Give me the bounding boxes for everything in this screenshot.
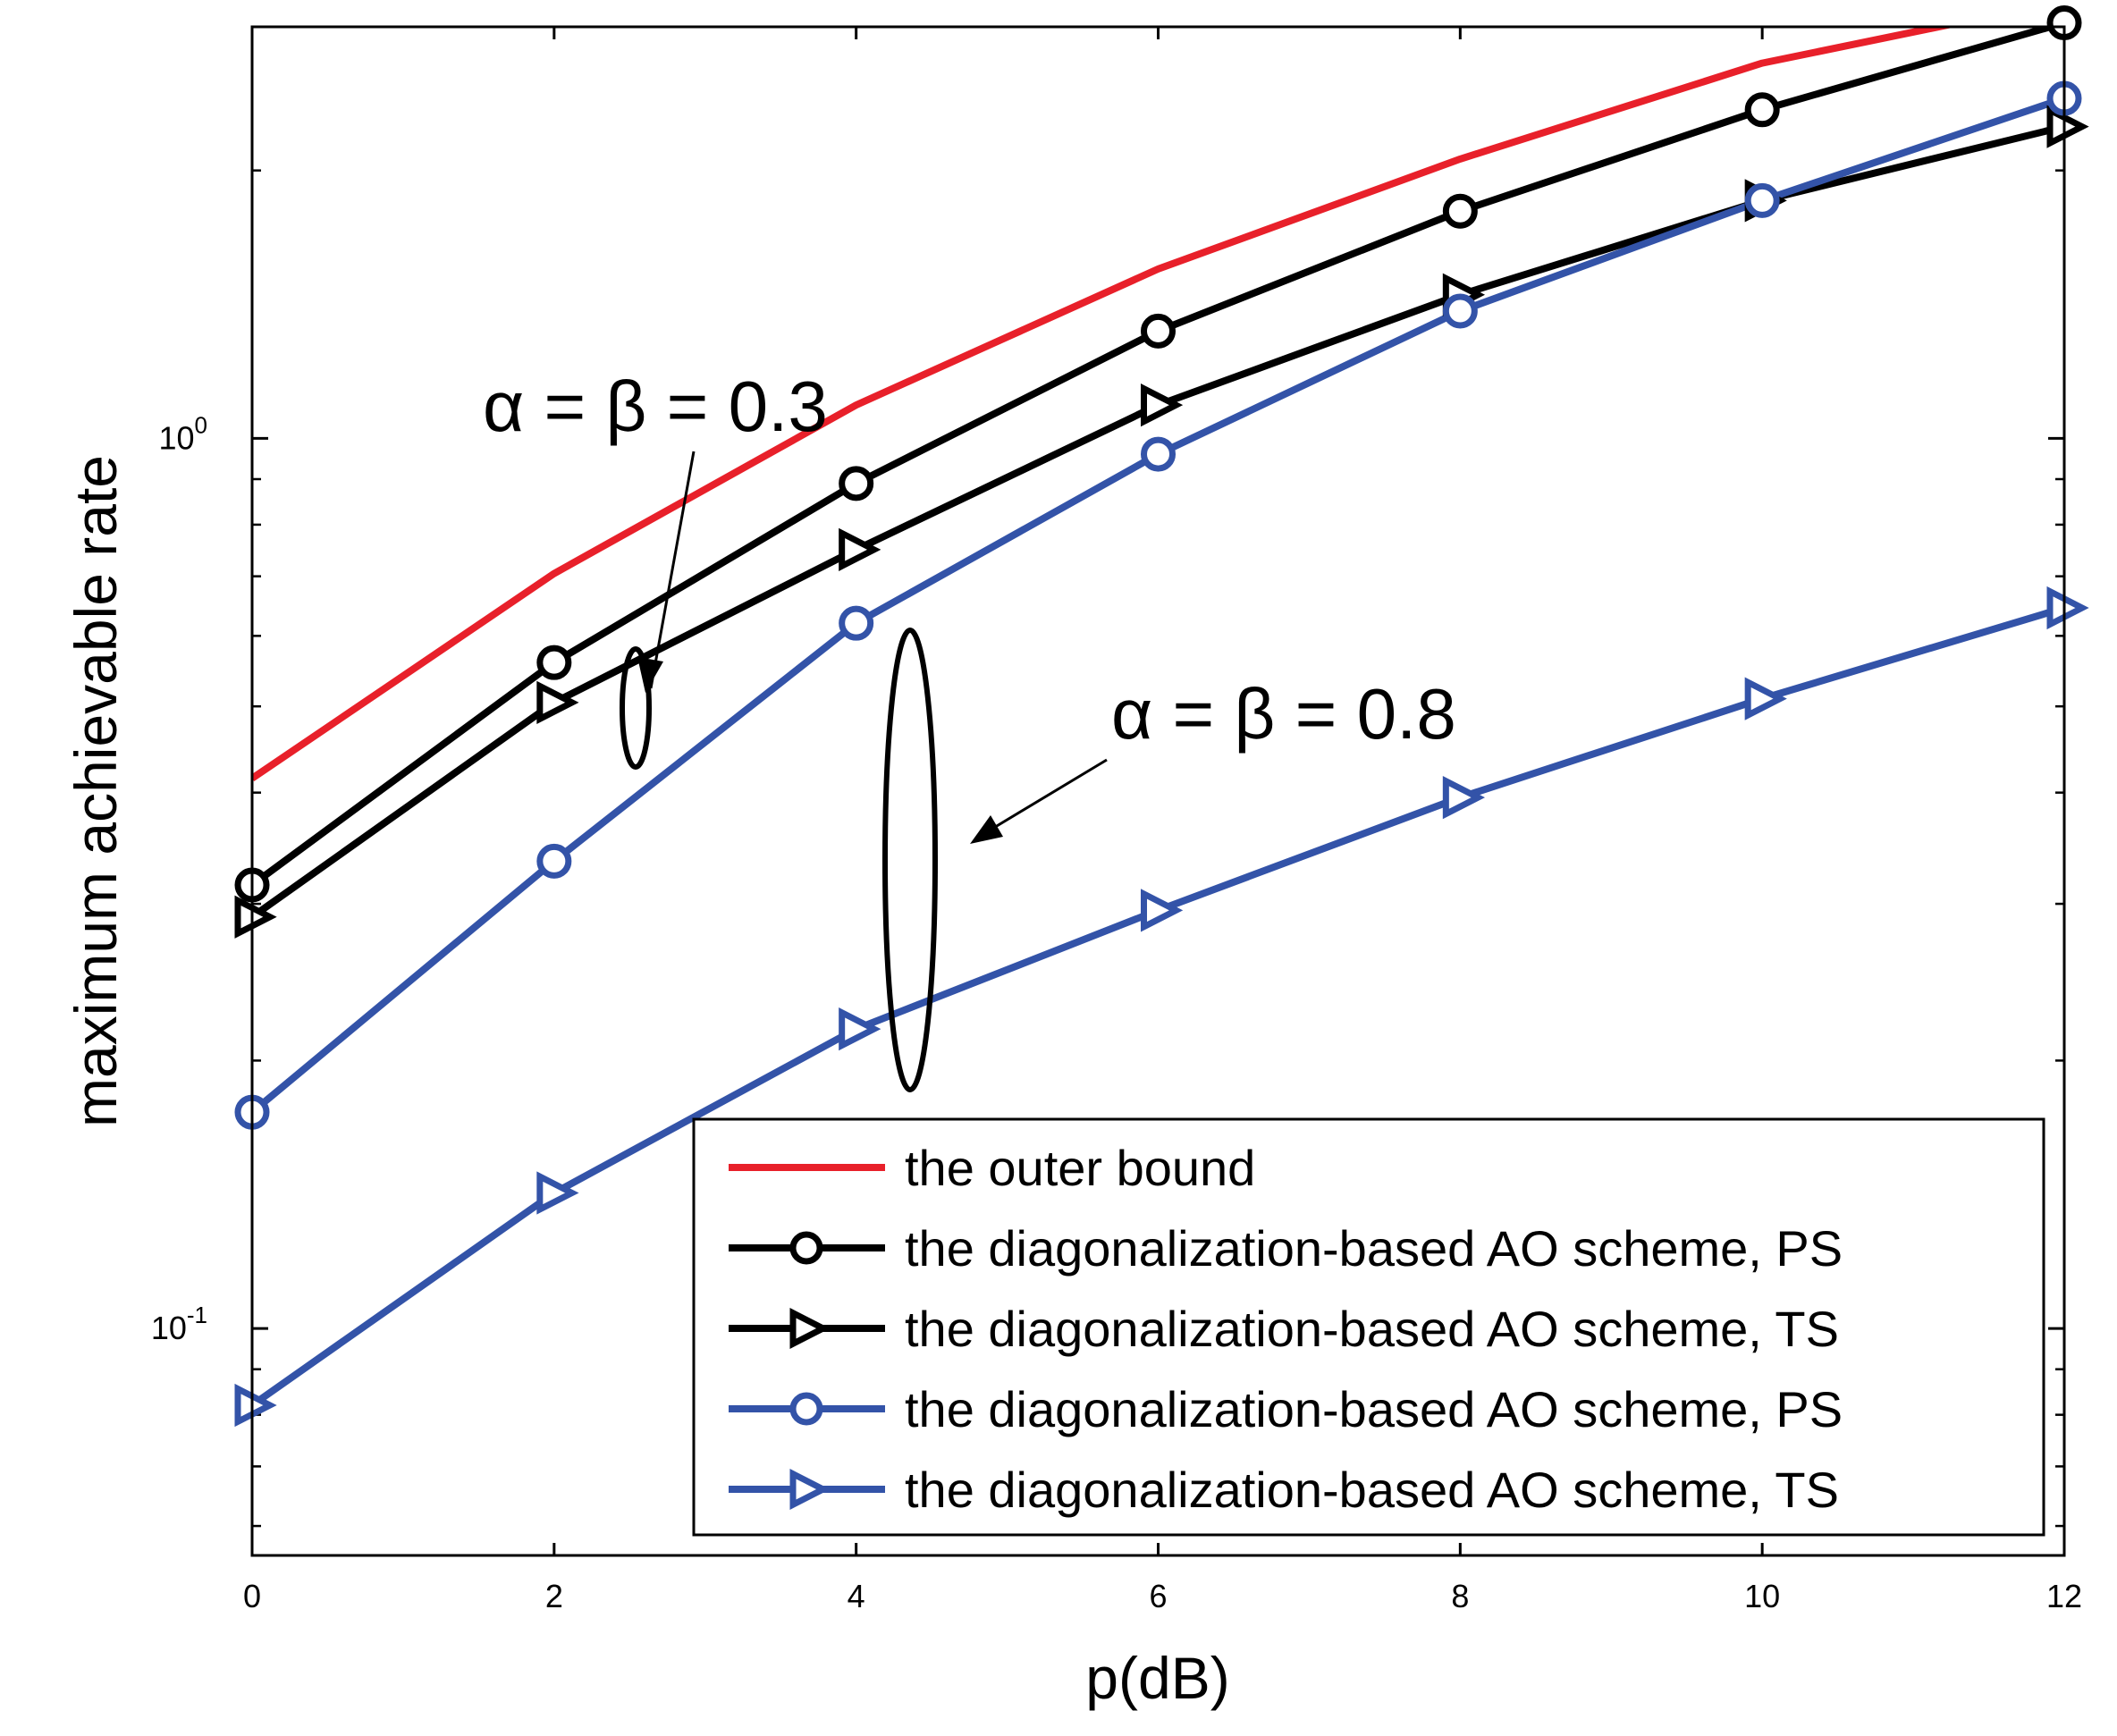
series-marker-triangle: [1141, 889, 1184, 932]
series-marker-triangle: [839, 527, 881, 571]
legend-label: the diagonalization-based AO scheme, PS: [905, 1381, 1843, 1437]
annotation-ellipse-03: [620, 646, 652, 770]
annotation-arrowhead-03: [637, 657, 663, 693]
x-axis-title: p(dB): [1085, 1645, 1229, 1711]
legend-box: [692, 1117, 2045, 1537]
legend-entry: the diagonalization-based AO scheme, PS: [729, 1381, 1843, 1437]
series-marker-triangle: [1141, 383, 1184, 427]
x-tick-label: 10: [1744, 1578, 1780, 1614]
series-marker-circle: [789, 1392, 823, 1426]
y-tick-label: 10-1: [151, 1302, 207, 1346]
series-markers-4: [234, 80, 2082, 1130]
axis-ticks: [250, 27, 2066, 1555]
series-markers-5: [234, 586, 2089, 1428]
series-marker-circle: [839, 466, 874, 501]
series-marker-circle: [1442, 193, 1478, 229]
series-marker-circle: [536, 843, 572, 879]
plot-frame: [250, 25, 2066, 1557]
annotation-alpha-beta-03: α = β = 0.3: [483, 367, 828, 446]
series-marker-circle: [1141, 313, 1176, 349]
annotation-ellipse-08: [882, 628, 938, 1092]
legend-label: the diagonalization-based AO scheme, TS: [905, 1462, 1839, 1518]
series-layer: [234, 5, 2089, 1428]
series-1: [252, 27, 1957, 782]
series-marker-circle: [839, 605, 874, 641]
series-marker-circle: [1141, 436, 1176, 472]
series-markers-2: [234, 5, 2082, 903]
annotation-arrow-03: [649, 451, 696, 689]
y-tick-label: 100: [158, 411, 207, 456]
series-marker-circle: [789, 1231, 823, 1265]
series-marker-circle: [536, 645, 572, 680]
legend: the outer bound the diagonalization-based…: [692, 1117, 2045, 1537]
series-line: [252, 27, 1957, 782]
series-marker-triangle: [1442, 775, 1486, 820]
legend-entry: the diagonalization-based AO scheme, PS: [729, 1220, 1843, 1277]
series-marker-triangle: [536, 680, 579, 724]
legend-entry: the diagonalization-based AO scheme, TS: [729, 1301, 1839, 1357]
x-tick-label: 6: [1149, 1578, 1167, 1614]
x-tick-label: 4: [848, 1578, 865, 1614]
series-marker-triangle: [234, 1383, 277, 1428]
x-tick-label: 8: [1451, 1578, 1469, 1614]
x-tick-label: 12: [2046, 1578, 2082, 1614]
legend-entry: the diagonalization-based AO scheme, TS: [729, 1462, 1839, 1518]
y-axis-title: maximum achievable rate: [63, 455, 129, 1127]
x-tick-labels: 0 2 4 6 8 10 12: [243, 1578, 2082, 1614]
series-marker-triangle: [839, 1007, 881, 1051]
legend-entry: the outer bound: [729, 1140, 1255, 1196]
x-tick-label: 2: [545, 1578, 563, 1614]
x-tick-label: 0: [243, 1578, 261, 1614]
legend-label: the outer bound: [905, 1140, 1255, 1196]
series-marker-triangle: [536, 1171, 579, 1215]
series-marker-triangle: [234, 895, 277, 939]
annotation-alpha-beta-08: α = β = 0.8: [1111, 674, 1456, 754]
series-marker-triangle: [789, 1469, 831, 1510]
series-marker-circle: [1744, 182, 1780, 218]
series-marker-triangle: [2046, 105, 2089, 148]
series-marker-circle: [1744, 92, 1780, 128]
annotation-arrow-08: [987, 758, 1108, 833]
series-marker-triangle: [1744, 677, 1787, 721]
legend-label: the diagonalization-based AO scheme, PS: [905, 1220, 1843, 1277]
y-tick-labels: 100 10-1: [151, 411, 207, 1346]
legend-label: the diagonalization-based AO scheme, TS: [905, 1301, 1839, 1357]
series-marker-circle: [1442, 293, 1478, 329]
series-marker-triangle: [2046, 586, 2089, 630]
annotation-arrowhead-08: [970, 815, 1003, 844]
series-marker-triangle: [789, 1308, 831, 1349]
